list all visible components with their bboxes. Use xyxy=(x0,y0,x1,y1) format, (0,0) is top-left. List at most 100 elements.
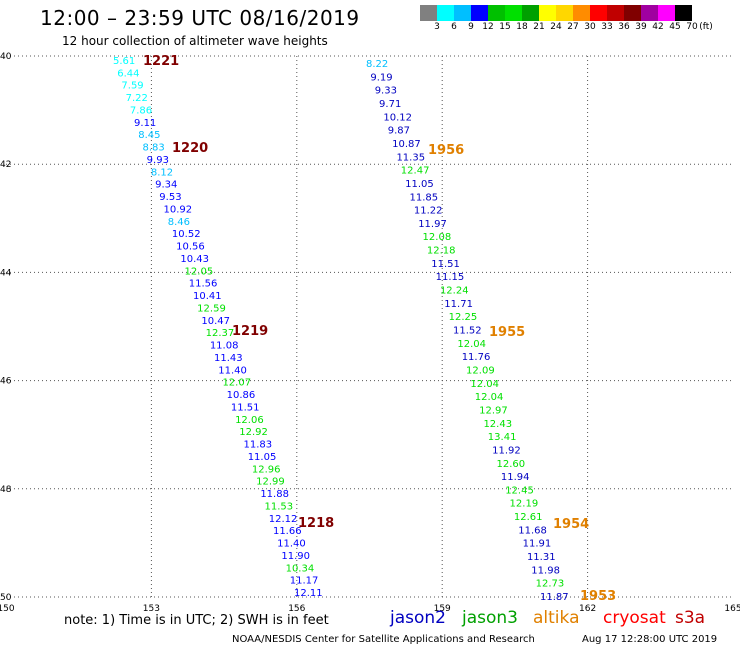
color-scale-label: 15 xyxy=(499,22,511,32)
color-scale-bar xyxy=(420,5,692,21)
swh-value: 10.34 xyxy=(286,563,315,574)
color-scale-label: 39 xyxy=(635,22,647,32)
color-scale-label: 70 xyxy=(686,22,698,32)
swh-value: 11.05 xyxy=(405,179,434,190)
swh-value: 8.46 xyxy=(168,217,190,228)
color-scale-label: 45 xyxy=(669,22,681,32)
swh-value: 9.19 xyxy=(370,72,392,83)
swh-value: 12.09 xyxy=(466,365,495,376)
swh-value: 11.51 xyxy=(231,402,260,413)
swh-value: 12.07 xyxy=(222,378,251,389)
swh-value: 12.24 xyxy=(440,286,469,297)
color-swatch xyxy=(675,5,692,21)
swh-value: 10.41 xyxy=(193,291,222,302)
color-swatch xyxy=(505,5,522,21)
pass-time-label: 1953 xyxy=(580,589,616,604)
swh-value: 11.97 xyxy=(418,219,447,230)
swh-value: 11.94 xyxy=(501,472,530,483)
swh-value: 12.11 xyxy=(294,588,323,599)
swh-value: 8.45 xyxy=(138,130,160,141)
color-swatch xyxy=(573,5,590,21)
page-subtitle: 12 hour collection of altimeter wave hei… xyxy=(62,34,328,48)
swh-value: 11.17 xyxy=(290,576,319,587)
swh-value: 12.04 xyxy=(470,379,499,390)
swh-value: 11.83 xyxy=(243,440,272,451)
swh-value: 11.22 xyxy=(414,206,443,217)
lat-tick-label: 44 xyxy=(0,268,12,278)
swh-value: 10.47 xyxy=(201,316,230,327)
swh-value: 10.86 xyxy=(227,390,256,401)
swh-value: 12.05 xyxy=(185,266,214,277)
color-scale-label: (ft) xyxy=(699,22,713,32)
swh-value: 10.56 xyxy=(176,242,205,253)
swh-value: 12.18 xyxy=(427,246,456,257)
swh-value: 8.83 xyxy=(142,143,164,154)
lon-tick-label: 150 xyxy=(0,604,15,614)
lat-tick-label: 50 xyxy=(0,593,12,603)
color-swatch xyxy=(471,5,488,21)
generated-date: Aug 17 12:28:00 UTC 2019 xyxy=(582,634,718,645)
legend-jason2: jason2 xyxy=(390,608,446,628)
swh-value: 7.59 xyxy=(121,81,143,92)
swh-value: 11.88 xyxy=(260,489,289,500)
swh-value: 11.90 xyxy=(281,551,310,562)
swh-value: 12.04 xyxy=(475,392,504,403)
swh-value: 12.47 xyxy=(401,166,430,177)
color-scale-label: 9 xyxy=(468,22,474,32)
swh-value: 11.35 xyxy=(396,152,425,163)
color-swatch xyxy=(607,5,624,21)
legend-altika: altika xyxy=(533,608,580,628)
swh-value: 9.53 xyxy=(159,192,181,203)
color-scale-label: 36 xyxy=(618,22,630,32)
swh-value: 12.97 xyxy=(479,405,508,416)
swh-value: 8.12 xyxy=(151,167,173,178)
swh-value: 11.08 xyxy=(210,341,239,352)
pass-time-label: 1956 xyxy=(428,143,464,158)
lon-tick-label: 162 xyxy=(579,604,596,614)
swh-value: 11.40 xyxy=(277,539,306,550)
legend-s3a: s3a xyxy=(675,608,706,628)
swh-value: 13.41 xyxy=(488,432,517,443)
color-scale-label: 3 xyxy=(434,22,440,32)
swh-value: 11.91 xyxy=(523,539,552,550)
swh-value: 10.12 xyxy=(383,112,412,123)
color-swatch xyxy=(624,5,641,21)
swh-value: 7.22 xyxy=(126,93,148,104)
swh-value: 11.85 xyxy=(410,192,439,203)
lat-tick-label: 42 xyxy=(0,160,11,170)
swh-value: 11.43 xyxy=(214,353,243,364)
swh-value: 10.87 xyxy=(392,139,421,150)
color-scale-label: 27 xyxy=(567,22,579,32)
swh-value: 11.53 xyxy=(265,501,294,512)
color-swatch xyxy=(454,5,471,21)
swh-value: 11.71 xyxy=(444,299,473,310)
swh-value: 5.61 xyxy=(113,56,135,67)
swh-value: 7.86 xyxy=(130,105,152,116)
swh-value: 9.34 xyxy=(155,180,177,191)
swh-value: 12.60 xyxy=(497,459,526,470)
swh-value: 11.31 xyxy=(527,552,556,563)
swh-value: 12.19 xyxy=(510,499,539,510)
pass-time-label: 1219 xyxy=(232,324,268,339)
swh-value: 11.98 xyxy=(531,565,560,576)
lat-tick-label: 48 xyxy=(0,485,12,495)
legend-cryosat: cryosat xyxy=(603,608,666,628)
lat-tick-label: 46 xyxy=(0,377,12,387)
page-title: 12:00 – 23:59 UTC 08/16/2019 xyxy=(40,6,360,30)
color-swatch xyxy=(522,5,539,21)
lon-tick-label: 153 xyxy=(143,604,160,614)
color-scale-label: 18 xyxy=(516,22,528,32)
pass-time-label: 1955 xyxy=(489,325,525,340)
swh-value: 10.52 xyxy=(172,229,201,240)
color-swatch xyxy=(539,5,556,21)
footnote: note: 1) Time is in UTC; 2) SWH is in fe… xyxy=(64,613,329,628)
swh-value: 8.22 xyxy=(366,59,388,70)
swh-value: 9.71 xyxy=(379,99,401,110)
lon-tick-label: 159 xyxy=(434,604,451,614)
swh-value: 11.40 xyxy=(218,365,247,376)
color-swatch xyxy=(420,5,437,21)
color-scale-label: 24 xyxy=(550,22,562,32)
swh-value: 12.45 xyxy=(505,485,534,496)
swh-value: 10.92 xyxy=(164,204,193,215)
